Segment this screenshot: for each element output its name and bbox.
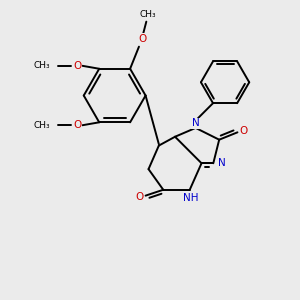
Text: N: N xyxy=(218,158,225,168)
Text: N: N xyxy=(192,118,200,128)
Text: CH₃: CH₃ xyxy=(140,11,156,20)
Text: O: O xyxy=(138,34,147,44)
Text: O: O xyxy=(135,192,143,202)
Text: CH₃: CH₃ xyxy=(33,121,50,130)
Text: CH₃: CH₃ xyxy=(33,61,50,70)
Text: O: O xyxy=(73,120,81,130)
Text: O: O xyxy=(73,61,81,71)
Text: NH: NH xyxy=(183,193,198,203)
Text: O: O xyxy=(240,126,248,136)
